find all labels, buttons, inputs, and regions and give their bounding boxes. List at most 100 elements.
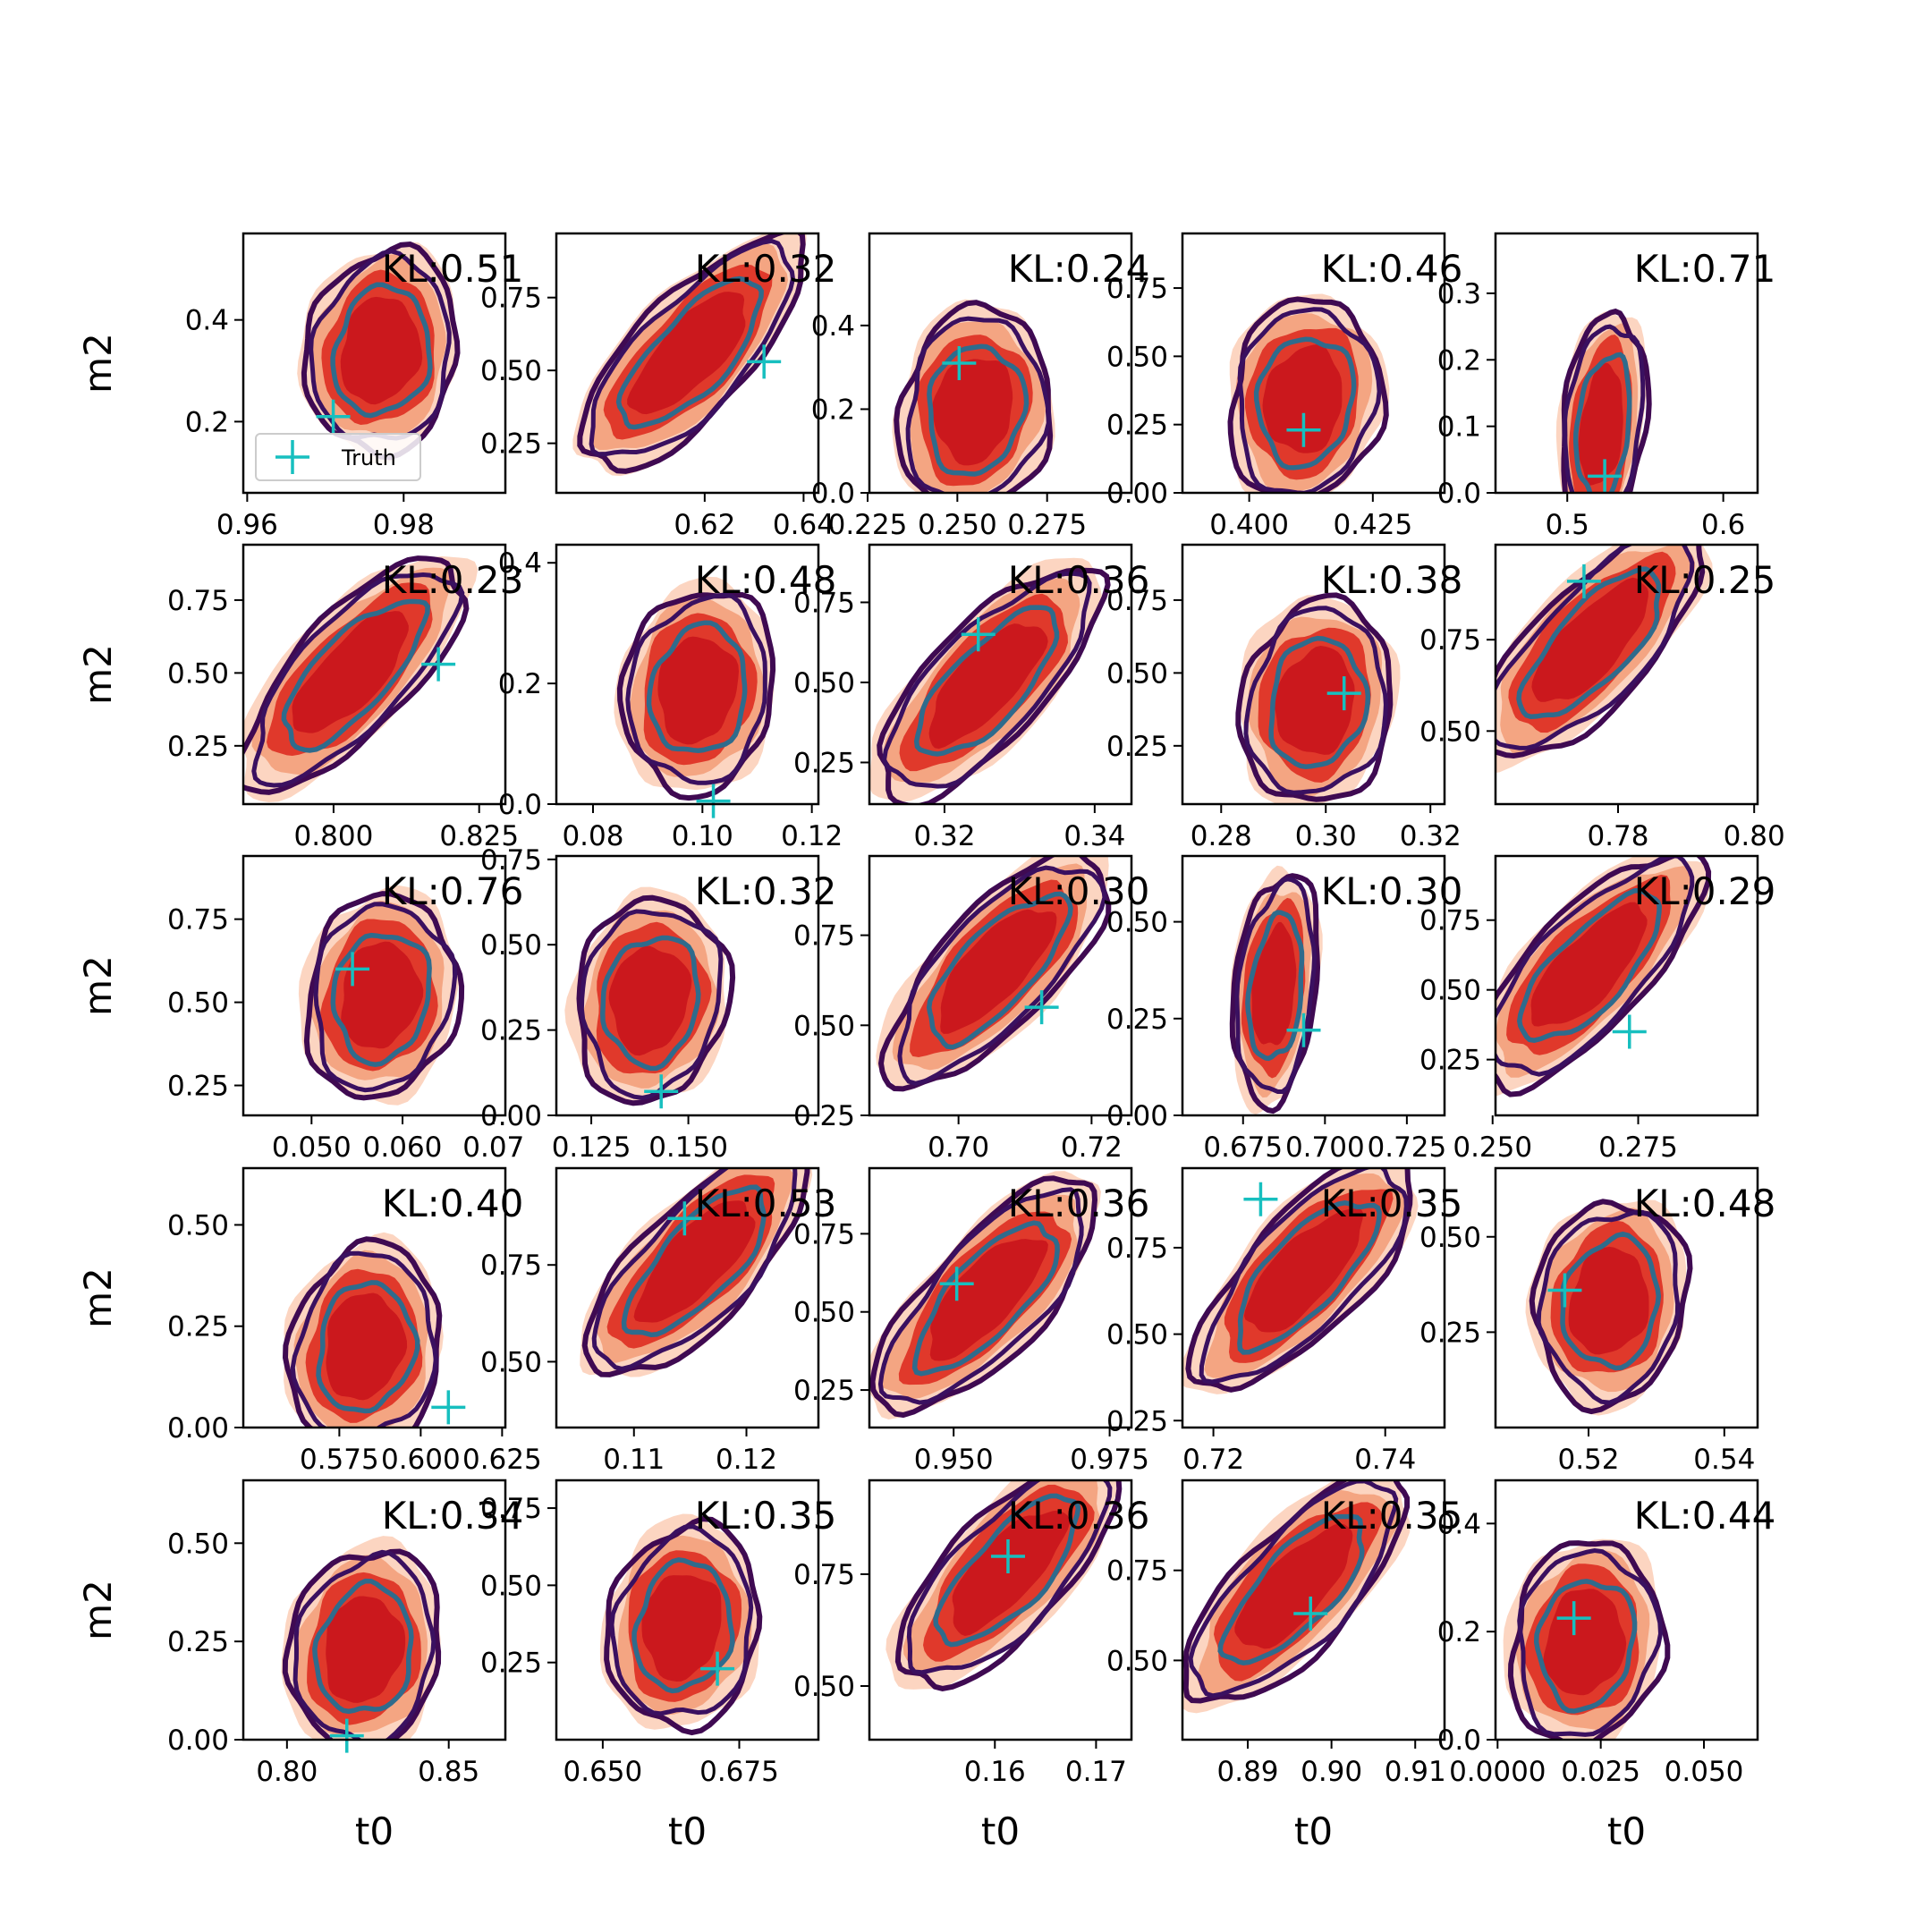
axes-frame	[242, 543, 507, 806]
kde-contour-mid	[1496, 856, 1695, 1077]
y-tick-label: 0.75	[167, 904, 229, 936]
kde-contour-mid	[1243, 606, 1388, 795]
kde-contour-mid	[290, 1250, 438, 1428]
x-tick-label: 0.12	[781, 820, 843, 852]
x-tick-label: 0.80	[1724, 820, 1785, 852]
x-tick-label: 0.800	[294, 820, 374, 852]
subplot-6: 0.08 0.10 0.12 0.0 0.2 0.4 KL:0.48	[498, 543, 843, 852]
truth-marker	[421, 647, 456, 682]
y-tick-label: 0.25	[167, 1071, 229, 1103]
density-layers	[599, 1513, 763, 1736]
kde-contour-outer	[1561, 308, 1652, 493]
kde-contour-inner	[911, 1220, 1060, 1377]
x-tick-label: 0.07	[462, 1131, 524, 1164]
density-layers	[1227, 293, 1390, 493]
y-tick-label: 0.75	[480, 1250, 542, 1282]
kl-label: KL:0.51	[382, 247, 524, 291]
kde-contour-inner	[933, 1493, 1081, 1648]
kde-contour-inner	[1268, 635, 1371, 769]
x-tick-label: 0.62	[674, 509, 735, 541]
y-tick-label: 0.75	[793, 920, 855, 953]
x-tick-label: 0.96	[216, 509, 278, 541]
axes-frame	[868, 232, 1133, 495]
y-tick-label: 0.1	[1437, 411, 1481, 444]
axes-frame	[242, 232, 507, 495]
x-tick-label: 0.90	[1301, 1756, 1362, 1788]
y-tick-label: 0.4	[498, 547, 542, 580]
kl-label: KL:0.36	[1008, 1182, 1150, 1225]
density-layers	[614, 576, 776, 801]
kde-contour-inner	[926, 891, 1073, 1050]
x-tick-label: 0.150	[648, 1131, 728, 1164]
x-tick-label: 0.600	[381, 1444, 461, 1476]
axes-frame	[555, 543, 820, 806]
axes-frame	[1181, 543, 1446, 806]
axes-frame	[242, 1479, 507, 1741]
kde-contour-mid	[906, 1480, 1113, 1675]
x-tick-label: 0.975	[1070, 1444, 1149, 1476]
y-tick-label: 0.0	[811, 478, 855, 510]
kl-label: KL:0.48	[1634, 1182, 1776, 1225]
y-tick-label: 0.2	[498, 668, 542, 700]
kl-label: KL:0.46	[1321, 247, 1463, 291]
kde-contour-inner	[330, 282, 433, 419]
x-tick-label: 0.5	[1546, 509, 1589, 541]
y-tick-label: 0.50	[480, 929, 542, 962]
y-tick-label: 0.50	[793, 1671, 855, 1703]
density-layers	[1235, 592, 1401, 804]
kde-contour-inner	[312, 1578, 414, 1715]
x-tick-label: 0.70	[928, 1131, 989, 1164]
kl-label: KL:0.44	[1634, 1494, 1776, 1538]
y-tick-label: 0.50	[167, 1528, 229, 1560]
subplot-1: 0.62 0.64 0.25 0.50 0.75 KL:0.32	[480, 232, 836, 541]
kde-fill-core	[1234, 1523, 1353, 1649]
y-tick-label: 0.50	[167, 987, 229, 1020]
y-tick-label: 0.75	[793, 1218, 855, 1250]
kde-fill-core	[641, 1575, 722, 1682]
kl-label: KL:0.30	[1321, 869, 1463, 913]
axes-frame	[868, 854, 1133, 1117]
density-layers	[1182, 1480, 1411, 1714]
density-layers	[869, 557, 1111, 804]
y-tick-label: 0.50	[793, 667, 855, 699]
y-tick-label: 0.00	[480, 1100, 542, 1132]
axes-frame	[1494, 543, 1759, 806]
x-tick-label: 0.28	[1191, 820, 1252, 852]
y-tick-label: 0.4	[1437, 1508, 1481, 1540]
x-tick-label: 0.64	[773, 509, 835, 541]
y-tick-label: 0.50	[1419, 716, 1481, 748]
kde-contour-inner	[316, 1280, 420, 1414]
kde-fill-core	[952, 1510, 1071, 1636]
kde-contour-inner	[1217, 1513, 1365, 1665]
subplot-16: 0.11 0.12 0.50 0.75 KL:0.53	[480, 1166, 836, 1476]
y-tick-label: 0.25	[480, 1015, 542, 1047]
kde-contour-outer	[1227, 296, 1389, 493]
kde-contour-outer	[1229, 873, 1321, 1114]
kde-contour-outer	[604, 1516, 763, 1736]
y-tick-label: 0.50	[1106, 907, 1168, 939]
x-tick-label: 0.72	[1182, 1444, 1244, 1476]
axes-frame	[868, 1166, 1133, 1429]
kde-contour-inner	[1560, 1231, 1662, 1371]
y-tick-label: 0.75	[480, 283, 542, 315]
x-tick-label: 0.30	[1295, 820, 1357, 852]
kde-fill-core	[928, 623, 1048, 750]
x-tick-label: 0.050	[272, 1131, 352, 1164]
y-axis-label: m2	[76, 1267, 120, 1328]
density-layers	[886, 1480, 1123, 1691]
kde-contour-mid	[313, 902, 458, 1093]
kde-contour-inner	[1572, 352, 1632, 493]
x-tick-label: 0.025	[1561, 1756, 1640, 1788]
truth-marker	[1293, 1597, 1328, 1631]
x-tick-label: 0.32	[913, 820, 975, 852]
truth-marker	[644, 1074, 679, 1109]
y-tick-label: 0.0	[1437, 478, 1481, 510]
y-tick-label: 0.75	[1106, 585, 1168, 617]
kl-label: KL:0.32	[695, 869, 837, 913]
subplot-8: 0.28 0.30 0.32 0.25 0.50 0.75 KL:0.38	[1106, 543, 1462, 852]
kde-contour-mid	[1536, 1209, 1681, 1405]
kde-fill-core	[1262, 344, 1343, 453]
kl-label: KL:0.40	[382, 1182, 524, 1225]
y-tick-label: 0.25	[1419, 1045, 1481, 1077]
